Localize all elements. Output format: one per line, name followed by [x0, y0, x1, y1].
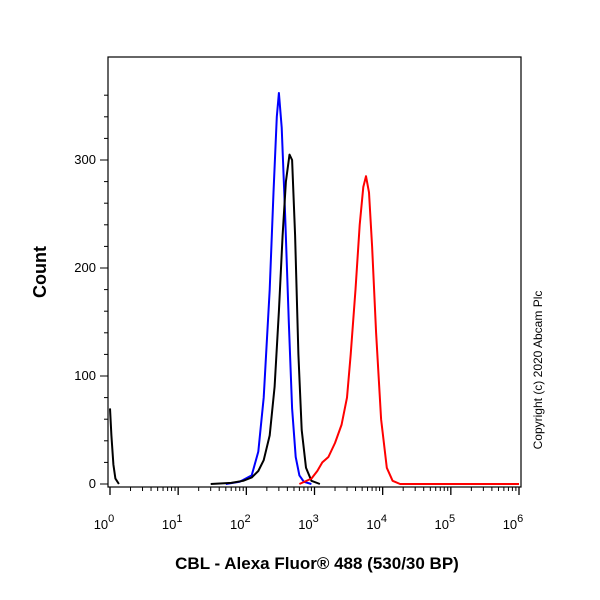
series-line-3 [298, 175, 519, 485]
x-tick-label: 102 [230, 513, 251, 532]
series-layer [109, 92, 519, 485]
x-tick-label: 101 [162, 513, 183, 532]
series-line-2 [210, 153, 321, 485]
series-line-4 [109, 408, 120, 485]
plot-frame [107, 56, 522, 488]
y-axis-title: Count [30, 246, 50, 298]
y-tick-label: 200 [74, 260, 96, 275]
y-tick-label: 100 [74, 368, 96, 383]
x-axis-title: CBL - Alexa Fluor® 488 (530/30 BP) [175, 554, 459, 573]
y-tick-label: 300 [74, 152, 96, 167]
copyright-text: Copyright (c) 2020 Abcam Plc [531, 291, 545, 450]
x-tick-label: 105 [435, 513, 456, 532]
y-axis: 0 100 200 300 [74, 94, 108, 491]
x-tick-label: 100 [94, 513, 115, 532]
y-tick-label: 0 [89, 476, 96, 491]
x-tick-label: 106 [503, 513, 524, 532]
x-tick-label: 103 [298, 513, 319, 532]
series-line-1 [225, 92, 312, 485]
x-axis: 100 101 102 103 104 105 106 [94, 487, 524, 532]
x-tick-label: 104 [366, 513, 387, 532]
